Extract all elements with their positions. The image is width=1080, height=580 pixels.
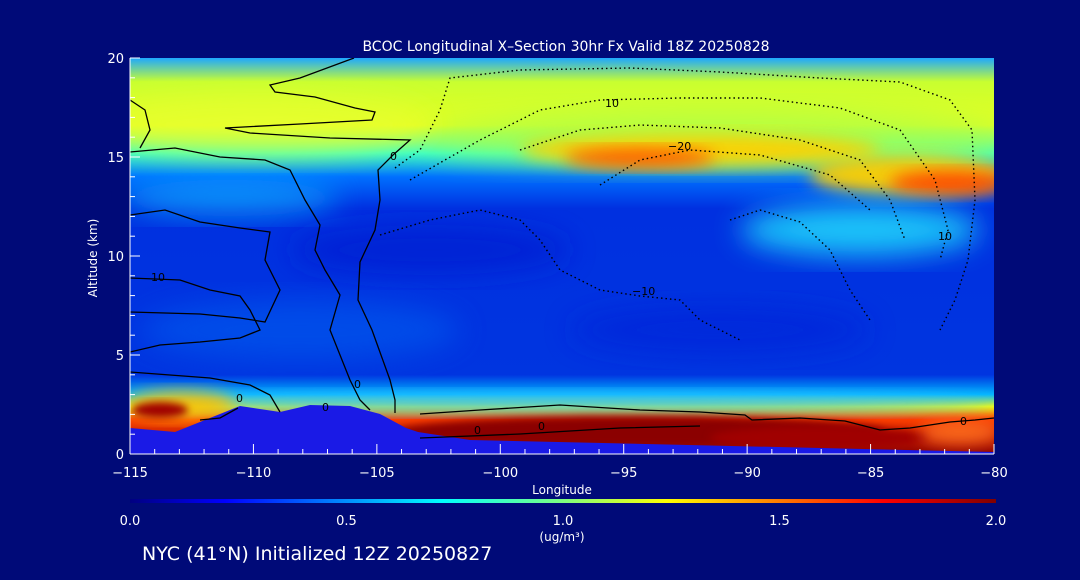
colorbar-ticks: 0.0 0.5 1.0 1.5 2.0: [120, 514, 1007, 529]
x-axis-ticks: −115 −110 −105 −100 −95 −90 −85 −80: [112, 444, 1008, 481]
colorbar-tick-label: 0.0: [120, 514, 141, 529]
x-tick-label: −80: [980, 466, 1007, 481]
y-axis-ticks: 0 5 10 15 20: [107, 52, 140, 463]
contour-label: 10: [605, 97, 619, 110]
colorbar-tick-label: 0.5: [336, 514, 357, 529]
contour-label: 0: [322, 401, 329, 414]
x-tick-label: −85: [857, 466, 884, 481]
contour-label: 0: [236, 392, 243, 405]
contour-label: 10: [151, 271, 165, 284]
y-axis-label: Altitude (km): [86, 219, 100, 298]
mid-dark-pocket-east: [570, 305, 870, 355]
contour-label: 10: [938, 230, 952, 243]
upper-cyan-drape: [740, 204, 980, 256]
contour-label: 0: [390, 150, 397, 163]
x-tick-label: −115: [112, 466, 148, 481]
colorbar-tick-label: 2.0: [986, 514, 1007, 529]
mid-dark-pocket: [290, 225, 570, 275]
bl-orange-east: [920, 420, 994, 444]
contour-label: −20: [668, 140, 691, 153]
upper-cyan-west: [130, 180, 340, 216]
contour-labels: 10 −20 10 −10 0 10 0 0 0 0 0 0: [151, 97, 967, 437]
upper-orange-east: [890, 171, 994, 195]
colorbar-units: (ug/m³): [539, 530, 584, 544]
contour-label: 0: [538, 420, 545, 433]
concentration-field: 10 −20 10 −10 0 10 0 0 0 0 0 0: [130, 58, 994, 454]
mid-light-pocket: [140, 300, 460, 360]
x-tick-label: −95: [610, 466, 637, 481]
contour-lines: [130, 58, 994, 439]
y-tick-label: 0: [116, 448, 124, 463]
y-tick-label: 20: [107, 52, 124, 67]
contour-label: 0: [474, 424, 481, 437]
y-tick-label: 5: [116, 349, 124, 364]
contour-label: 0: [960, 415, 967, 428]
colorbar: 0.0 0.5 1.0 1.5 2.0 (ug/m³): [120, 499, 1007, 544]
x-tick-label: −110: [236, 466, 272, 481]
bl-west-red: [132, 402, 188, 418]
colorbar-tick-label: 1.5: [769, 514, 790, 529]
colorbar-tick-label: 1.0: [553, 514, 574, 529]
contour-label: 0: [354, 378, 361, 391]
initialization-caption: NYC (41°N) Initialized 12Z 20250827: [142, 543, 493, 565]
contour-lines-dotted: [379, 67, 976, 341]
x-tick-label: −100: [482, 466, 518, 481]
x-axis-label: Longitude: [532, 483, 592, 497]
x-tick-label: −105: [359, 466, 395, 481]
colorbar-ramp: [130, 499, 996, 503]
y-tick-label: 15: [107, 151, 124, 166]
chart-title: BCOC Longitudinal X–Section 30hr Fx Vali…: [362, 39, 769, 55]
contour-label: −10: [632, 285, 655, 298]
upper-orange-core: [565, 148, 715, 168]
x-tick-label: −90: [733, 466, 760, 481]
y-tick-label: 10: [107, 250, 124, 265]
terrain-mask: [130, 405, 994, 454]
bl-red-core-east: [710, 426, 930, 450]
